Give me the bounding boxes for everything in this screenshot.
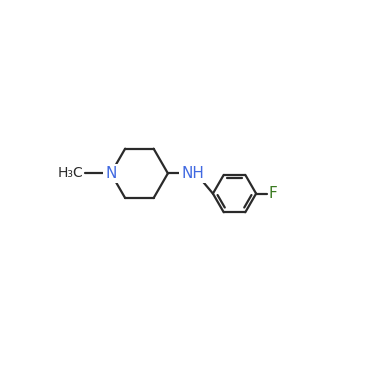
- Text: F: F: [269, 186, 277, 201]
- Text: NH: NH: [181, 166, 204, 181]
- Text: H₃C: H₃C: [57, 166, 83, 180]
- Text: N: N: [105, 166, 117, 181]
